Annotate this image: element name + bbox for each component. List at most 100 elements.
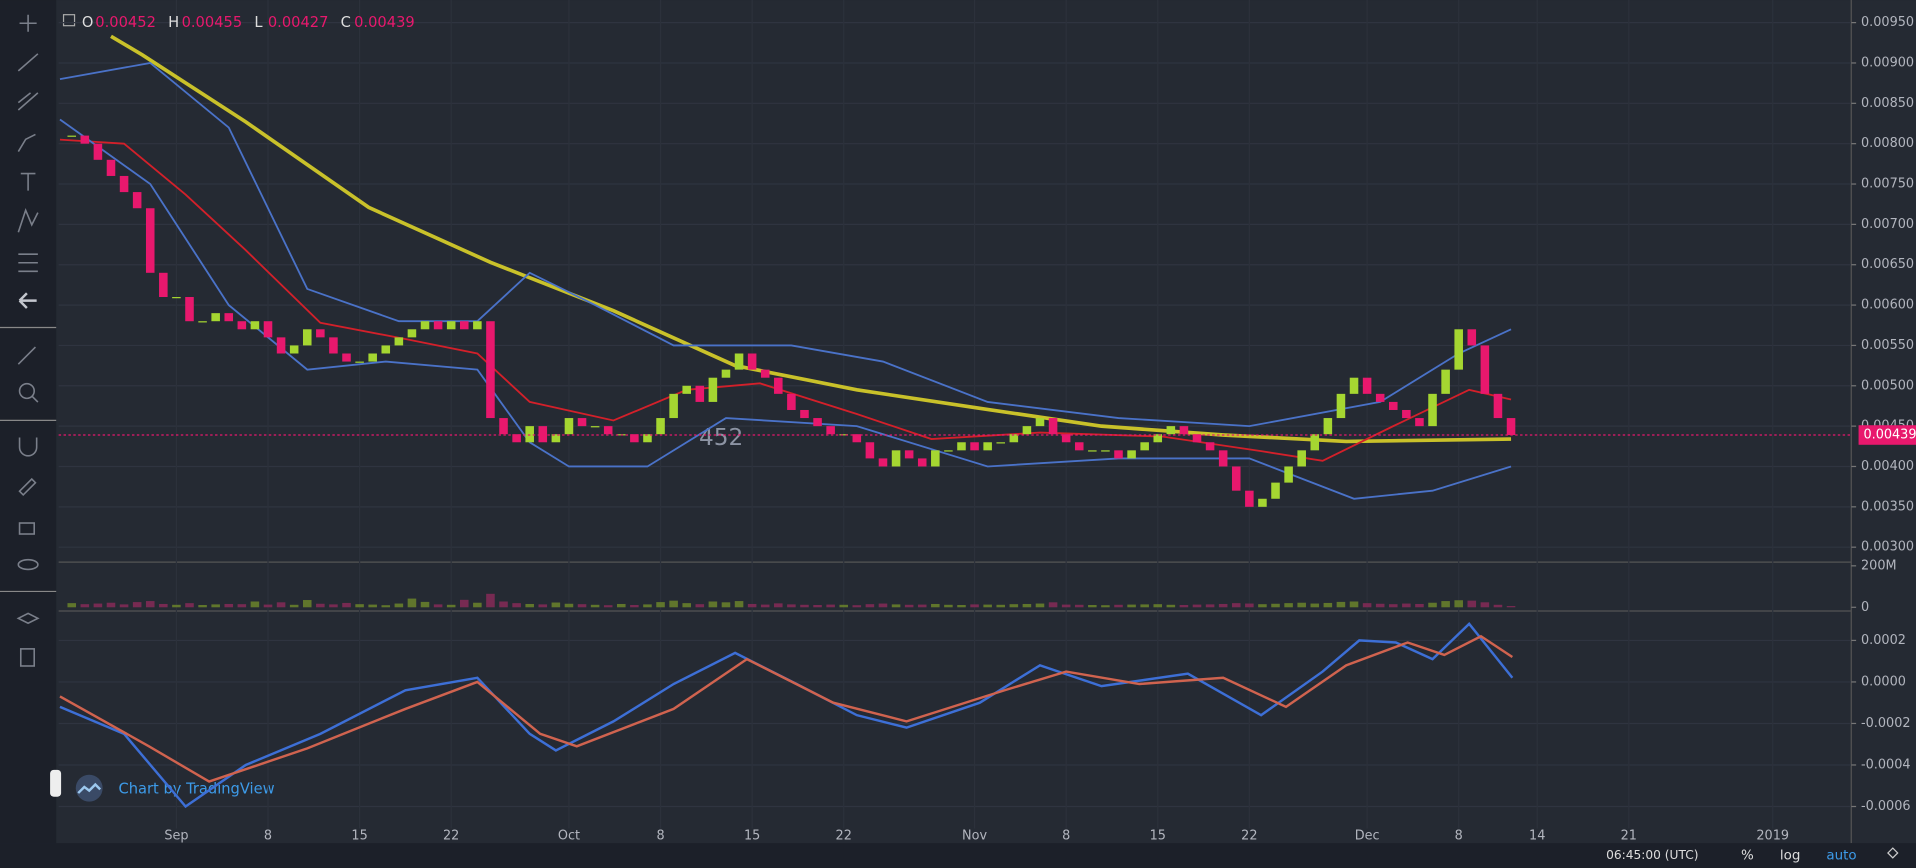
volume-bar xyxy=(93,603,103,608)
candle xyxy=(1480,345,1490,394)
volume-bar xyxy=(1074,604,1084,608)
volume-bar xyxy=(1231,603,1241,608)
volume-bar xyxy=(1493,604,1503,608)
candle xyxy=(1454,329,1463,370)
candle xyxy=(525,426,534,443)
candle xyxy=(813,418,822,427)
y-tick-label: -0.0006 xyxy=(1861,799,1911,814)
candle xyxy=(263,321,273,338)
volume-bar xyxy=(433,604,443,608)
volume-bar xyxy=(1402,603,1411,608)
candle xyxy=(1271,482,1280,499)
candle xyxy=(106,159,116,176)
indicator-line xyxy=(59,138,1512,462)
candle xyxy=(433,321,443,330)
y-tick-label: 0.00850 xyxy=(1861,96,1914,111)
volume-bar xyxy=(1506,606,1516,608)
legend-key: C xyxy=(341,14,351,31)
candle xyxy=(198,321,207,323)
candle xyxy=(1140,442,1149,451)
volume-bar xyxy=(682,603,691,608)
volume-bar xyxy=(185,603,194,608)
auto-button[interactable]: auto xyxy=(1826,848,1856,863)
volume-bar xyxy=(630,605,639,608)
volume-bar xyxy=(1258,604,1267,608)
volume-bar xyxy=(211,604,220,608)
candle xyxy=(944,450,953,452)
volume-bar xyxy=(486,593,495,608)
toolbar-icons[interactable] xyxy=(0,14,62,797)
candle xyxy=(172,297,181,299)
candle xyxy=(1205,442,1215,451)
volume-bar xyxy=(577,604,587,608)
volume-bar xyxy=(250,601,260,608)
legend-icon xyxy=(62,14,76,27)
volume-bar xyxy=(1389,604,1398,608)
candle xyxy=(486,321,495,419)
watermark: Chart by TradingView xyxy=(119,780,275,797)
candle xyxy=(250,321,260,330)
settings-icon[interactable] xyxy=(1887,847,1899,859)
candle xyxy=(211,313,220,322)
candle xyxy=(342,353,351,362)
candle xyxy=(1310,434,1320,451)
candle xyxy=(1258,498,1267,507)
volume-bar xyxy=(996,604,1006,608)
volume-bar xyxy=(224,603,234,608)
volume-bar xyxy=(316,603,325,608)
candle xyxy=(970,442,979,451)
candle xyxy=(132,192,142,209)
candle xyxy=(1231,466,1241,491)
volume-bar xyxy=(459,599,469,608)
volume-bar xyxy=(302,600,312,608)
volume-bar xyxy=(1271,603,1280,608)
annotation: 452 xyxy=(699,424,743,451)
candle xyxy=(420,321,430,330)
y-tick-label: 0.00500 xyxy=(1861,378,1914,393)
candle xyxy=(878,458,888,467)
volume-bar xyxy=(1454,600,1463,608)
volume-bar xyxy=(1140,604,1149,608)
y-tick-label: 0.00800 xyxy=(1861,136,1914,151)
candle xyxy=(564,418,574,435)
volume-bar xyxy=(1127,604,1136,608)
volume-bar xyxy=(957,605,966,608)
volume-bar xyxy=(904,604,914,608)
y-tick-label: 0.00650 xyxy=(1861,257,1914,272)
candle xyxy=(708,377,718,402)
volume-bar xyxy=(1048,602,1058,608)
candle xyxy=(1402,409,1411,419)
candle xyxy=(1415,418,1424,427)
volume-bar xyxy=(159,603,168,608)
candle xyxy=(787,393,796,410)
candle xyxy=(67,135,77,137)
volume-bar xyxy=(237,604,247,608)
x-tick-label: 15 xyxy=(1150,828,1166,843)
percent-button[interactable]: % xyxy=(1741,848,1754,863)
volume-bar xyxy=(826,604,835,608)
candle xyxy=(1441,369,1450,394)
volume-bar xyxy=(1245,603,1254,608)
volume-bar xyxy=(368,604,377,608)
volume-bar xyxy=(1428,602,1437,608)
candle xyxy=(643,434,652,443)
legend-value: 0.00439 xyxy=(354,14,415,31)
x-tick-label: 22 xyxy=(443,828,459,843)
candle xyxy=(695,385,705,402)
candle xyxy=(1284,466,1293,483)
candle xyxy=(355,361,364,363)
volume-bar xyxy=(1114,604,1123,608)
volume-bar xyxy=(944,604,953,608)
candle xyxy=(1349,377,1359,394)
volume-bar xyxy=(1310,603,1320,608)
log-button[interactable]: log xyxy=(1780,848,1800,863)
candle xyxy=(1166,426,1176,435)
volume-bar xyxy=(263,604,273,608)
x-tick-label: 14 xyxy=(1529,828,1545,843)
candle xyxy=(289,345,299,354)
x-tick-label: Oct xyxy=(558,828,580,843)
y-tick-label: 0 xyxy=(1861,600,1869,615)
candle xyxy=(1127,450,1136,459)
candle xyxy=(891,450,901,467)
volume-bar xyxy=(1009,604,1019,608)
